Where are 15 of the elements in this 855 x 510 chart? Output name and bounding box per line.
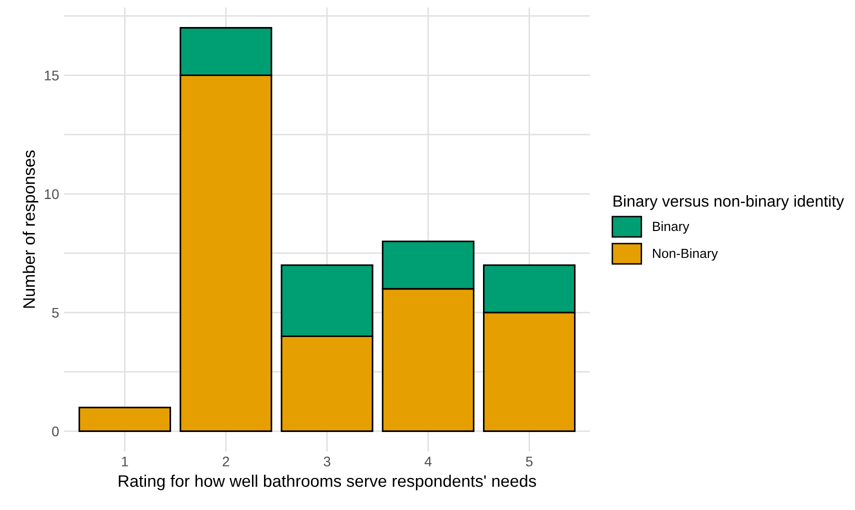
x-tick-label: 3	[324, 456, 330, 466]
bar	[78, 406, 172, 432]
y-tick-label: 15	[44, 70, 59, 80]
legend-title: Binary versus non-binary identity	[614, 195, 844, 210]
legend-label: Binary	[653, 221, 690, 234]
y-tick-label: 5	[52, 308, 59, 318]
x-tick-label: 2	[222, 456, 230, 466]
y-axis-title: Number of responses	[22, 150, 38, 308]
x-tick-label: 4	[424, 456, 432, 466]
x-axis-title: Rating for how well bathrooms serve respondents' needs	[118, 474, 536, 490]
y-tick-label: 10	[44, 189, 59, 200]
x-tick-label: 1	[122, 456, 128, 466]
legend-label: Non-Binary	[653, 248, 718, 261]
x-tick-label: 5	[526, 456, 533, 466]
y-tick-label: 0	[52, 426, 59, 436]
